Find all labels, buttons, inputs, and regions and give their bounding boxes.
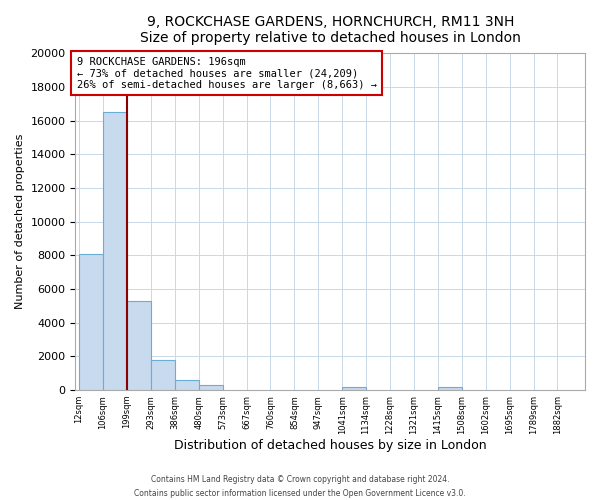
Bar [103, 112, 127, 390]
Bar [151, 360, 175, 390]
Title: 9, ROCKCHASE GARDENS, HORNCHURCH, RM11 3NH
Size of property relative to detached: 9, ROCKCHASE GARDENS, HORNCHURCH, RM11 3… [140, 15, 521, 45]
Y-axis label: Number of detached properties: Number of detached properties [15, 134, 25, 310]
Bar [127, 300, 151, 390]
Bar [79, 254, 103, 390]
X-axis label: Distribution of detached houses by size in London: Distribution of detached houses by size … [174, 440, 487, 452]
Bar [438, 388, 462, 390]
Text: 9 ROCKCHASE GARDENS: 196sqm
← 73% of detached houses are smaller (24,209)
26% of: 9 ROCKCHASE GARDENS: 196sqm ← 73% of det… [77, 56, 377, 90]
Bar [199, 384, 223, 390]
Bar [342, 386, 366, 390]
Text: Contains HM Land Registry data © Crown copyright and database right 2024.
Contai: Contains HM Land Registry data © Crown c… [134, 476, 466, 498]
Bar [175, 380, 199, 390]
